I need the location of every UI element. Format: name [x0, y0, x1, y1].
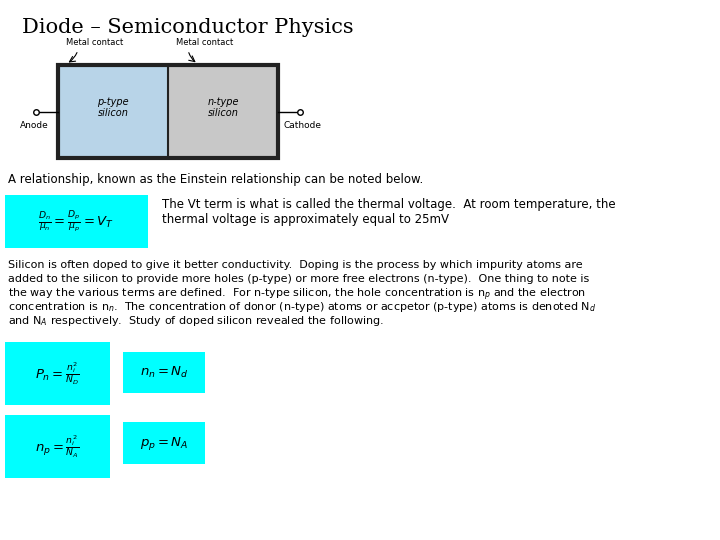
Text: the way the various terms are defined.  For n-type silicon, the hole concentrati: the way the various terms are defined. F…	[8, 287, 586, 303]
Text: $n_p = \frac{n_i^2}{N_A}$: $n_p = \frac{n_i^2}{N_A}$	[35, 433, 80, 460]
Text: $\frac{D_n}{\mu_n} = \frac{D_p}{\mu_p} = V_T$: $\frac{D_n}{\mu_n} = \frac{D_p}{\mu_p} =…	[38, 208, 114, 234]
Bar	[5, 195, 148, 248]
Text: n-type
silicon: n-type silicon	[207, 97, 239, 118]
Text: Cathode: Cathode	[283, 122, 321, 131]
Bar	[123, 422, 205, 464]
Text: added to the silicon to provide more holes (p-type) or more free electrons (n-ty: added to the silicon to provide more hol…	[8, 273, 589, 284]
Bar	[168, 67, 276, 156]
Bar	[60, 67, 168, 156]
Text: Diode – Semiconductor Physics: Diode – Semiconductor Physics	[22, 18, 354, 37]
Bar	[58, 65, 278, 158]
Bar	[123, 352, 205, 393]
Text: A relationship, known as the Einstein relationship can be noted below.: A relationship, known as the Einstein re…	[8, 173, 423, 186]
Bar	[5, 342, 110, 405]
Text: Silicon is often doped to give it better conductivity.  Doping is the process by: Silicon is often doped to give it better…	[8, 260, 582, 270]
Text: p-type
silicon: p-type silicon	[97, 97, 129, 118]
Text: $p_p = N_A$: $p_p = N_A$	[140, 435, 188, 451]
Bar	[5, 415, 110, 478]
Text: Metal contact: Metal contact	[176, 38, 233, 47]
Text: concentration is n$_n$.  The concentration of donor (n-type) atoms or accpetor (: concentration is n$_n$. The concentratio…	[8, 300, 596, 314]
Text: Anode: Anode	[19, 122, 48, 131]
Text: and N$_A$ respectively.  Study of doped silicon revealed the following.: and N$_A$ respectively. Study of doped s…	[8, 314, 384, 328]
Text: $n_n = N_d$: $n_n = N_d$	[140, 365, 189, 380]
Text: $P_n = \frac{n_i^2}{N_D}$: $P_n = \frac{n_i^2}{N_D}$	[35, 360, 80, 387]
Text: The Vt term is what is called the thermal voltage.  At room temperature, the
the: The Vt term is what is called the therma…	[162, 198, 616, 226]
Text: Metal contact: Metal contact	[66, 38, 123, 47]
